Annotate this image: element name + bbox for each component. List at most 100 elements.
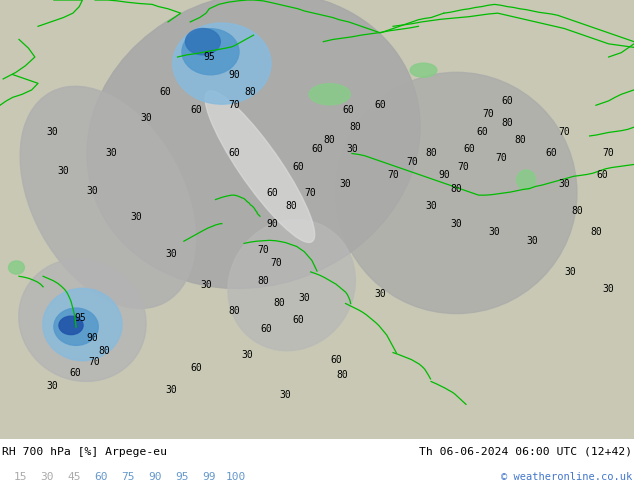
Text: 90: 90: [86, 333, 98, 343]
Text: 70: 70: [88, 357, 100, 367]
Text: 80: 80: [571, 205, 583, 216]
Text: 30: 30: [242, 350, 253, 360]
Text: 30: 30: [165, 385, 177, 395]
Text: 15: 15: [13, 472, 27, 482]
Text: 80: 80: [501, 118, 513, 128]
Text: 80: 80: [245, 87, 256, 97]
Ellipse shape: [517, 170, 536, 190]
Text: 30: 30: [603, 284, 614, 294]
Text: 99: 99: [202, 472, 216, 482]
Text: 70: 70: [406, 157, 418, 167]
Text: 70: 70: [495, 153, 507, 163]
Ellipse shape: [8, 261, 24, 274]
Ellipse shape: [54, 308, 98, 345]
Text: 70: 70: [305, 188, 316, 198]
Text: 60: 60: [476, 126, 488, 137]
Text: 80: 80: [451, 184, 462, 194]
Text: 90: 90: [229, 70, 240, 79]
Text: 95: 95: [204, 52, 215, 62]
Text: 30: 30: [559, 179, 570, 189]
Ellipse shape: [228, 220, 355, 351]
Text: 30: 30: [200, 280, 212, 290]
Text: 30: 30: [299, 293, 310, 303]
Text: 80: 80: [349, 122, 361, 132]
Text: 60: 60: [94, 472, 108, 482]
Ellipse shape: [19, 259, 146, 381]
Text: 60: 60: [311, 144, 323, 154]
Text: 70: 70: [229, 100, 240, 110]
Text: 30: 30: [527, 236, 538, 246]
Text: © weatheronline.co.uk: © weatheronline.co.uk: [501, 472, 632, 482]
Ellipse shape: [336, 73, 577, 314]
Ellipse shape: [172, 23, 271, 104]
Text: 60: 60: [191, 105, 202, 115]
Text: 30: 30: [46, 126, 58, 137]
Text: 70: 70: [559, 126, 570, 137]
Ellipse shape: [43, 288, 122, 361]
Text: 60: 60: [292, 315, 304, 325]
Text: 80: 80: [257, 276, 269, 286]
Ellipse shape: [185, 28, 221, 55]
Text: 80: 80: [425, 148, 437, 158]
Text: 60: 60: [261, 324, 272, 334]
Text: 80: 80: [286, 201, 297, 211]
Ellipse shape: [182, 29, 239, 75]
Text: 30: 30: [451, 219, 462, 229]
Text: 30: 30: [47, 381, 58, 391]
Text: 95: 95: [75, 313, 86, 323]
Text: 80: 80: [337, 370, 348, 380]
Text: 30: 30: [280, 390, 291, 400]
Ellipse shape: [59, 316, 83, 335]
Text: 70: 70: [603, 148, 614, 158]
Ellipse shape: [205, 91, 314, 243]
Text: 30: 30: [375, 289, 386, 299]
Text: 60: 60: [375, 100, 386, 110]
Text: 100: 100: [226, 472, 246, 482]
Text: 45: 45: [67, 472, 81, 482]
Text: 60: 60: [229, 148, 240, 158]
Text: 30: 30: [425, 201, 437, 211]
Text: 90: 90: [267, 219, 278, 229]
Text: 80: 80: [99, 346, 110, 356]
Ellipse shape: [309, 84, 351, 105]
Text: 70: 70: [387, 171, 399, 180]
Text: 60: 60: [159, 87, 171, 97]
Text: 60: 60: [597, 171, 608, 180]
Text: 90: 90: [438, 171, 450, 180]
Text: 80: 80: [590, 227, 602, 238]
Text: 60: 60: [343, 105, 354, 115]
Ellipse shape: [20, 86, 195, 308]
Text: 75: 75: [121, 472, 135, 482]
Text: RH 700 hPa [%] Arpege-eu: RH 700 hPa [%] Arpege-eu: [2, 447, 167, 457]
Text: 60: 60: [191, 364, 202, 373]
Text: 70: 70: [257, 245, 269, 255]
Text: 30: 30: [131, 212, 142, 222]
Text: 30: 30: [565, 267, 576, 277]
Text: 70: 70: [270, 258, 281, 268]
Text: 70: 70: [457, 162, 469, 172]
Text: 95: 95: [175, 472, 189, 482]
Text: 30: 30: [40, 472, 54, 482]
Ellipse shape: [87, 0, 420, 289]
Text: 30: 30: [165, 249, 177, 259]
Text: 30: 30: [340, 179, 351, 189]
Text: 30: 30: [346, 144, 358, 154]
Text: 60: 60: [463, 144, 475, 154]
Text: 80: 80: [229, 306, 240, 317]
Text: 30: 30: [140, 113, 152, 123]
Text: 30: 30: [105, 148, 117, 158]
Text: 80: 80: [514, 135, 526, 146]
Text: 80: 80: [324, 135, 335, 146]
Text: 90: 90: [148, 472, 162, 482]
Text: Th 06-06-2024 06:00 UTC (12+42): Th 06-06-2024 06:00 UTC (12+42): [419, 447, 632, 457]
Text: 30: 30: [489, 227, 500, 238]
Text: 60: 60: [330, 355, 342, 365]
Ellipse shape: [410, 63, 437, 77]
Text: 30: 30: [86, 186, 98, 196]
Text: 60: 60: [546, 148, 557, 158]
Text: 60: 60: [69, 368, 81, 378]
Text: 60: 60: [267, 188, 278, 198]
Text: 70: 70: [482, 109, 494, 119]
Text: 30: 30: [58, 166, 69, 176]
Text: 60: 60: [292, 162, 304, 172]
